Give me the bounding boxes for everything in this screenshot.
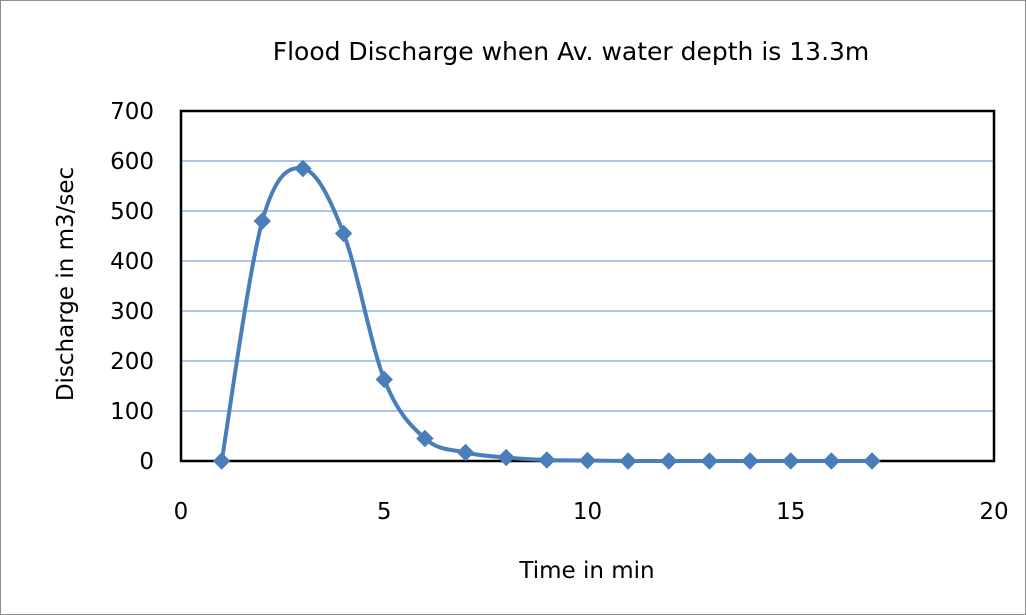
data-point	[741, 452, 759, 470]
x-tick-label: 5	[377, 499, 392, 525]
data-point	[294, 159, 312, 178]
x-tick-labels: 0 5 10 15 20	[174, 499, 1009, 525]
data-point	[700, 452, 719, 470]
y-tick-labels: 0 100 200 300 400 500 600 700	[110, 99, 154, 475]
series-markers	[212, 159, 881, 470]
y-tick-label: 500	[110, 199, 154, 225]
y-tick-label: 400	[110, 249, 154, 275]
data-point	[253, 212, 272, 230]
x-tick-label: 10	[573, 499, 602, 525]
data-point	[497, 448, 515, 467]
y-tick-label: 0	[139, 449, 154, 475]
data-point	[822, 452, 841, 470]
series-line	[219, 166, 874, 464]
data-point	[578, 451, 597, 470]
y-axis-label: Discharge in m3/sec	[53, 167, 79, 401]
x-tick-label: 0	[174, 499, 189, 525]
y-tick-label: 100	[110, 399, 154, 425]
x-axis-label: Time in min	[518, 558, 654, 584]
y-tick-label: 200	[110, 349, 154, 375]
y-tick-label: 300	[110, 299, 154, 325]
data-point	[212, 452, 231, 470]
chart-title: Flood Discharge when Av. water depth is …	[273, 37, 870, 66]
data-point	[782, 452, 800, 470]
data-point	[334, 224, 353, 243]
data-point	[538, 451, 556, 469]
data-point	[375, 370, 393, 389]
y-tick-label: 700	[110, 99, 154, 125]
gridlines	[181, 160, 994, 412]
data-point	[456, 443, 475, 462]
data-point	[416, 429, 434, 448]
x-tick-label: 20	[979, 499, 1008, 525]
data-point	[863, 452, 881, 470]
data-point	[660, 452, 678, 470]
x-tick-label: 15	[776, 499, 805, 525]
y-tick-label: 600	[110, 149, 154, 175]
data-point	[619, 452, 637, 470]
